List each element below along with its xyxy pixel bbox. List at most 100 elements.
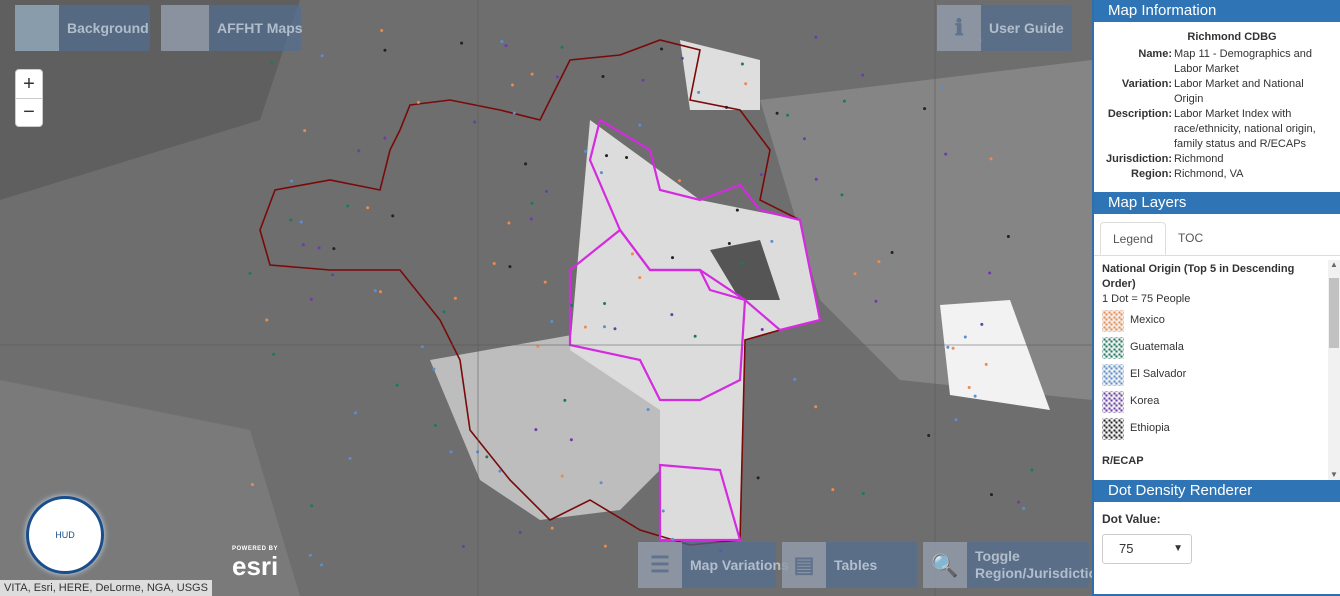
population-dot (814, 405, 818, 409)
population-dot (530, 72, 534, 76)
population-dot (563, 398, 567, 402)
population-dot (453, 296, 457, 300)
population-dot (555, 75, 559, 79)
dot-value-select[interactable]: 75 ▼ (1102, 534, 1192, 564)
background-button[interactable]: Background (15, 5, 150, 51)
population-dot (984, 362, 988, 366)
hud-seal-logo: HUD (26, 496, 104, 574)
population-dot (583, 325, 587, 329)
map-variations-button[interactable]: ☰ Map Variations (638, 542, 789, 588)
population-dot (988, 271, 992, 275)
layer-tabs: Legend TOC (1094, 222, 1340, 256)
population-dot (602, 325, 606, 329)
population-dot (560, 45, 564, 49)
tab-toc[interactable]: TOC (1178, 231, 1204, 245)
affht-maps-button[interactable]: AFFHT Maps (161, 5, 303, 51)
population-dot (814, 177, 818, 181)
population-dot (331, 273, 335, 277)
legend-item: El Salvador (1102, 361, 1322, 388)
chevron-down-icon: ▼ (1173, 543, 1183, 554)
population-dot (944, 152, 948, 156)
population-dot (638, 123, 642, 127)
map-thumbnail-icon (161, 5, 209, 51)
legend-item: Korea (1102, 388, 1322, 415)
population-dot (476, 450, 480, 454)
population-dot (625, 155, 629, 159)
population-dot (775, 111, 779, 115)
population-dot (744, 82, 748, 86)
info-row: Region: Richmond, VA (1131, 168, 1244, 180)
population-dot (536, 344, 540, 348)
legend-scrollbar[interactable]: ▲ ▼ (1328, 260, 1340, 480)
population-dot (989, 493, 993, 497)
map-layers-header: Map Layers (1094, 192, 1340, 214)
population-dot (680, 56, 684, 60)
population-dot (1006, 234, 1010, 238)
population-dot (299, 220, 303, 224)
population-dot (534, 428, 538, 432)
population-dot (786, 113, 790, 117)
population-dot (660, 47, 664, 51)
population-dot (550, 320, 554, 324)
population-dot (770, 239, 774, 243)
population-dot (641, 78, 645, 82)
population-dot (529, 217, 533, 221)
user-guide-button[interactable]: ℹ User Guide (937, 5, 1072, 51)
side-panel: Map Information Richmond CDBG Name: Map 1… (1092, 0, 1340, 596)
population-dot (461, 544, 465, 548)
population-dot (442, 310, 446, 314)
population-dot (507, 221, 511, 225)
population-dot (433, 424, 437, 428)
population-dot (524, 162, 528, 166)
info-row: Variation: Labor Market and National Orig… (1121, 78, 1304, 105)
population-dot (543, 280, 547, 284)
info-row: Name: Map 11 - Demographics and Labor Mar… (1138, 48, 1312, 75)
population-dot (504, 44, 508, 48)
population-dot (890, 251, 894, 255)
tab-legend[interactable]: Legend (1100, 222, 1167, 255)
population-dot (1022, 506, 1026, 510)
population-dot (946, 345, 950, 349)
population-dot (967, 385, 971, 389)
map-title: Richmond CDBG (1187, 31, 1277, 43)
legend-title: National Origin (Top 5 in Descending Ord… (1102, 263, 1295, 290)
population-dot (671, 256, 675, 260)
legend-panel: National Origin (Top 5 in Descending Ord… (1094, 256, 1340, 480)
population-dot (840, 193, 844, 197)
zoom-search-icon: 🔍 (923, 542, 967, 588)
map-information-header: Map Information (1094, 0, 1340, 22)
population-dot (661, 509, 665, 513)
tables-button[interactable]: ▤ Tables (782, 542, 917, 588)
population-dot (500, 40, 504, 44)
population-dot (927, 434, 931, 438)
population-dot (508, 265, 512, 269)
population-dot (308, 553, 312, 557)
population-dot (332, 247, 336, 251)
population-dot (383, 136, 387, 140)
esri-logo: POWERED BY esri (232, 546, 279, 581)
map-canvas[interactable]: Background AFFHT Maps ℹ User Guide + − ☰ Ma… (0, 0, 1092, 596)
info-row: Description: Labor Market Index with race… (1107, 108, 1316, 150)
population-dot (877, 260, 881, 264)
basemap-thumbnail-icon (15, 5, 59, 51)
population-dot (530, 201, 534, 205)
population-dot (874, 299, 878, 303)
population-dot (310, 504, 314, 508)
population-dot (677, 179, 681, 183)
population-dot (512, 111, 516, 115)
population-dot (756, 476, 760, 480)
zoom-out-button[interactable]: − (16, 98, 42, 126)
population-dot (473, 120, 477, 124)
population-dot (963, 335, 967, 339)
population-dot (853, 272, 857, 276)
population-dot (603, 544, 607, 548)
population-dot (760, 327, 764, 331)
population-dot (601, 75, 605, 79)
zoom-in-button[interactable]: + (23, 72, 35, 95)
population-dot (1030, 468, 1034, 472)
population-dot (272, 352, 276, 356)
legend-item: Ethiopia (1102, 415, 1322, 442)
population-dot (248, 271, 252, 275)
population-dot (802, 137, 806, 141)
